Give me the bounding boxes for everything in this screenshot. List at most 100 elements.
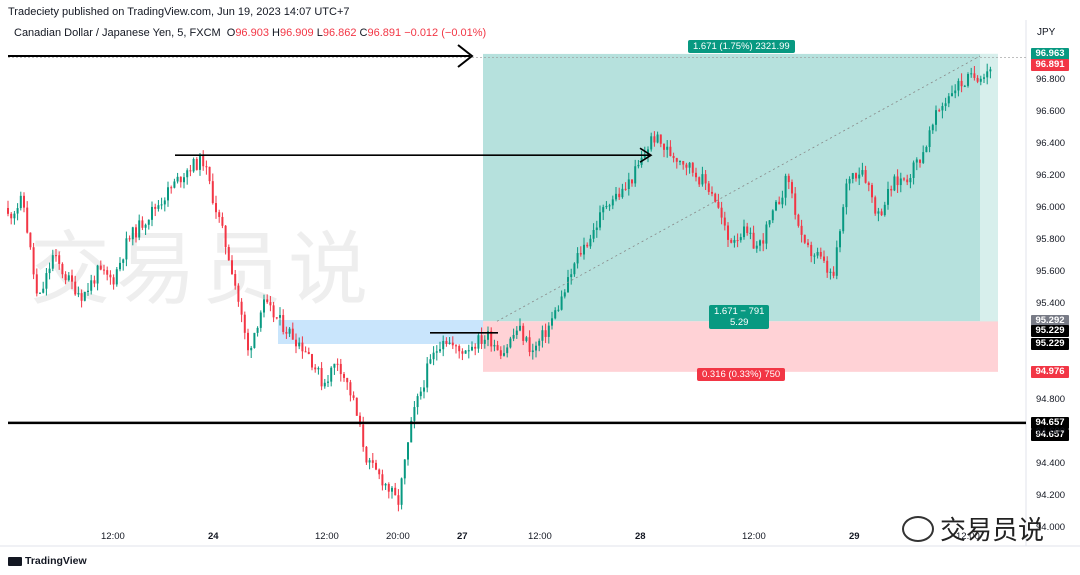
candle-body bbox=[224, 225, 227, 248]
candle-body bbox=[595, 227, 598, 231]
candle-body bbox=[906, 179, 909, 183]
candle-body bbox=[480, 335, 483, 344]
candle-body bbox=[909, 177, 912, 183]
candle-body bbox=[951, 93, 953, 97]
candle-body bbox=[938, 110, 941, 112]
candle-body bbox=[797, 214, 800, 226]
candle-body bbox=[935, 110, 937, 125]
candle-body bbox=[336, 363, 339, 365]
candle-body bbox=[912, 162, 915, 178]
candle-body bbox=[263, 299, 265, 313]
candle-body bbox=[413, 407, 416, 421]
target-label: 1.671 (1.75%) 2321.99 bbox=[688, 40, 795, 53]
candle-body bbox=[736, 240, 739, 242]
candle-body bbox=[496, 345, 499, 351]
time-tick-label: 28 bbox=[635, 531, 646, 542]
candle-body bbox=[144, 224, 147, 228]
candle-body bbox=[231, 260, 233, 274]
candle-body bbox=[903, 178, 905, 180]
low-value: 96.862 bbox=[322, 27, 357, 39]
candle-body bbox=[355, 397, 358, 416]
candle-body bbox=[720, 207, 723, 218]
candle-body bbox=[823, 256, 825, 261]
candle-body bbox=[474, 346, 477, 349]
price-tag: 94.657 bbox=[1031, 429, 1069, 442]
candle-body bbox=[445, 340, 448, 344]
candle-body bbox=[275, 317, 278, 319]
candle-body bbox=[19, 195, 22, 209]
candle-body bbox=[141, 220, 144, 228]
candle-body bbox=[554, 310, 557, 319]
candle-body bbox=[442, 340, 445, 350]
candle-body bbox=[39, 292, 41, 294]
candle-body bbox=[147, 219, 150, 225]
candle-body bbox=[234, 273, 237, 286]
candle-body bbox=[429, 359, 432, 364]
candle-body bbox=[237, 285, 240, 302]
candle-body bbox=[189, 170, 192, 172]
candle-body bbox=[186, 170, 189, 178]
candle-body bbox=[701, 174, 704, 185]
candle-body bbox=[499, 350, 502, 356]
candle-body bbox=[67, 275, 70, 281]
candle-body bbox=[723, 217, 726, 226]
candle-body bbox=[202, 154, 205, 167]
candle-body bbox=[970, 73, 973, 75]
candle-body bbox=[125, 238, 128, 260]
candle-body bbox=[695, 172, 697, 178]
time-tick-label: 12:00 bbox=[101, 531, 125, 542]
tradingview-brand[interactable]: TradingView bbox=[8, 555, 87, 567]
candle-body bbox=[279, 315, 281, 318]
candle-body bbox=[771, 210, 774, 221]
candle-body bbox=[458, 346, 461, 352]
candle-body bbox=[874, 197, 877, 214]
candle-body bbox=[685, 164, 688, 168]
candle-body bbox=[752, 232, 755, 249]
candle-body bbox=[205, 166, 208, 168]
candle-body bbox=[183, 177, 185, 183]
close-value: 96.891 bbox=[367, 27, 402, 39]
candle-body bbox=[288, 328, 291, 334]
candle-body bbox=[314, 367, 317, 370]
candle-body bbox=[23, 195, 25, 208]
candle-body bbox=[755, 245, 758, 249]
candle-body bbox=[317, 368, 320, 370]
candle-body bbox=[221, 216, 224, 226]
candle-body bbox=[941, 106, 944, 111]
candle-body bbox=[451, 342, 454, 346]
time-tick-label: 20:00 bbox=[386, 531, 410, 542]
candle-body bbox=[893, 176, 896, 191]
candle-body bbox=[301, 342, 304, 352]
target-zone bbox=[483, 53, 998, 322]
candle-body bbox=[557, 309, 560, 311]
candle-body bbox=[851, 173, 854, 179]
candle-body bbox=[179, 176, 182, 183]
candle-body bbox=[675, 158, 678, 162]
candle-body bbox=[794, 193, 797, 215]
candle-body bbox=[749, 232, 752, 234]
candle-body bbox=[829, 271, 832, 273]
social-watermark: 交易员说 bbox=[902, 510, 1044, 547]
candle-body bbox=[359, 415, 361, 425]
candle-body bbox=[509, 338, 512, 348]
candle-body bbox=[666, 146, 669, 150]
candle-body bbox=[880, 211, 883, 216]
candle-body bbox=[800, 225, 803, 235]
candle-body bbox=[727, 225, 729, 240]
candle-body bbox=[163, 200, 166, 205]
candle-body bbox=[83, 291, 86, 301]
candle-body bbox=[467, 350, 470, 352]
candle-body bbox=[976, 77, 979, 82]
candle-body bbox=[547, 325, 550, 337]
candle-body bbox=[365, 446, 368, 463]
candle-body bbox=[627, 179, 630, 190]
time-tick-label: 29 bbox=[849, 531, 860, 542]
candle-body bbox=[522, 325, 525, 341]
candle-body bbox=[871, 185, 873, 198]
candle-body bbox=[323, 382, 326, 387]
candle-body bbox=[48, 268, 51, 274]
candle-body bbox=[743, 226, 745, 238]
candle-body bbox=[807, 242, 809, 245]
candle-body bbox=[611, 199, 614, 206]
